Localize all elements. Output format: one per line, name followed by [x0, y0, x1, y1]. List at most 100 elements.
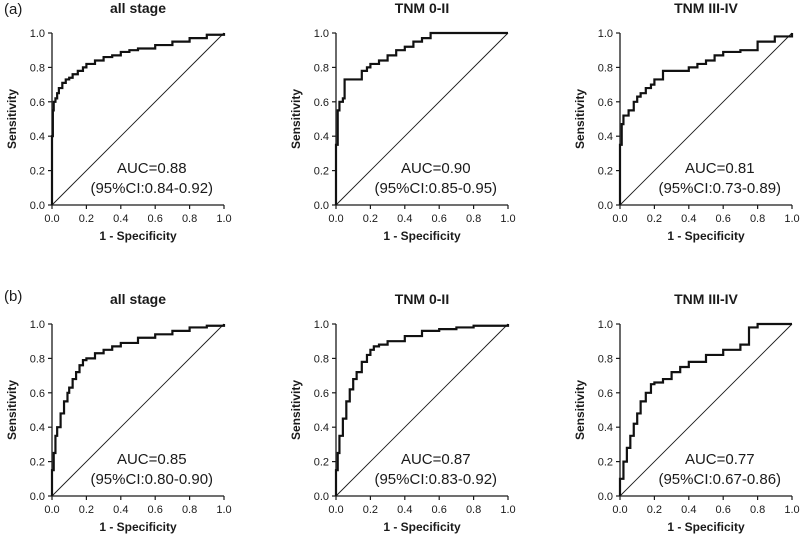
y-tick-label: 0.4	[598, 422, 613, 434]
y-tick-label: 0.6	[30, 97, 45, 109]
y-tick-label: 0.0	[30, 200, 45, 212]
ci-label: (95%CI:0.84-0.92)	[90, 180, 213, 197]
y-tick-label: 0.0	[598, 200, 613, 212]
x-tick-label: 0.6	[148, 213, 163, 225]
roc-chart-b-tnm-iii-iv: TNM III-IV 0.0 0.2 0.4 0.6 0.8 1.0 0.0 0.2 0.4 0.6…	[573, 291, 800, 534]
y-axis-label: Sensitivity	[289, 380, 303, 440]
y-tick-label: 0.8	[598, 62, 613, 74]
x-tick-label: 0.0	[44, 504, 59, 516]
chart-title: TNM 0-II	[395, 291, 449, 307]
x-tick-label: 0.6	[716, 213, 731, 225]
y-axis-label: Sensitivity	[5, 89, 19, 149]
y-tick-label: 0.8	[30, 62, 45, 74]
y-tick-label: 0.0	[314, 200, 329, 212]
x-tick-label: 0.2	[79, 213, 94, 225]
x-axis-label: 1 - Specificity	[99, 520, 177, 534]
y-tick-label: 1.0	[30, 319, 45, 331]
x-tick-label: 0.4	[113, 504, 128, 516]
roc-chart-a-tnm-0-ii: TNM 0-II 0.0 0.2 0.4 0.6 0.8 1.0 0.0 0.2 0.4 0.6 0.…	[289, 0, 516, 243]
y-tick-label: 1.0	[598, 28, 613, 40]
x-axis-label: 1 - Specificity	[383, 229, 461, 243]
y-tick-label: 0.8	[30, 353, 45, 365]
x-tick-label: 1.0	[784, 213, 799, 225]
x-tick-label: 0.8	[466, 213, 481, 225]
y-tick-label: 0.8	[314, 62, 329, 74]
ci-label: (95%CI:0.73-0.89)	[658, 180, 781, 197]
y-tick-label: 0.4	[314, 131, 329, 143]
y-tick-label: 0.8	[314, 353, 329, 365]
ci-label: (95%CI:0.80-0.90)	[90, 471, 213, 488]
x-tick-label: 0.6	[148, 504, 163, 516]
x-tick-label: 0.2	[647, 213, 662, 225]
x-tick-label: 0.4	[397, 504, 412, 516]
ci-label: (95%CI:0.83-0.92)	[374, 471, 497, 488]
x-tick-label: 0.2	[363, 504, 378, 516]
reference-diagonal	[335, 323, 509, 497]
y-tick-label: 0.0	[30, 491, 45, 503]
x-tick-label: 0.0	[328, 504, 343, 516]
y-axis-label: Sensitivity	[5, 380, 19, 440]
y-tick-label: 0.4	[314, 422, 329, 434]
y-tick-label: 0.0	[314, 491, 329, 503]
y-tick-label: 0.2	[598, 457, 613, 469]
x-axis-label: 1 - Specificity	[99, 229, 177, 243]
reference-diagonal	[619, 32, 793, 206]
y-tick-label: 0.6	[598, 97, 613, 109]
chart-title: TNM III-IV	[674, 0, 738, 16]
roc-chart-b-all-stage: all stage 0.0 0.2 0.4 0.6 0.8 1.0 0.0 0.2 0.4 0.6 0…	[5, 291, 232, 534]
panel-label-b: (b)	[4, 288, 23, 305]
x-tick-label: 0.4	[113, 213, 128, 225]
x-tick-label: 0.6	[432, 504, 447, 516]
y-tick-label: 1.0	[314, 319, 329, 331]
chart-title: TNM 0-II	[395, 0, 449, 16]
y-tick-label: 0.4	[30, 131, 45, 143]
roc-curve	[334, 324, 510, 496]
auc-label: AUC=0.90	[401, 160, 471, 177]
x-tick-label: 1.0	[784, 504, 799, 516]
y-tick-label: 0.2	[30, 457, 45, 469]
roc-curve	[618, 33, 794, 205]
y-axis-label: Sensitivity	[289, 89, 303, 149]
chart-title: all stage	[110, 291, 166, 307]
x-tick-label: 0.0	[44, 213, 59, 225]
y-tick-label: 1.0	[30, 28, 45, 40]
x-tick-label: 0.2	[363, 213, 378, 225]
x-tick-label: 1.0	[500, 504, 515, 516]
x-tick-label: 0.2	[79, 504, 94, 516]
y-tick-label: 0.2	[30, 166, 45, 178]
y-tick-label: 0.0	[598, 491, 613, 503]
ci-label: (95%CI:0.67-0.86)	[658, 471, 781, 488]
x-tick-label: 0.8	[182, 213, 197, 225]
roc-chart-a-tnm-iii-iv: TNM III-IV 0.0 0.2 0.4 0.6 0.8 1.0 0.0 0.2 0.4 0.6…	[573, 0, 800, 243]
x-tick-label: 0.0	[328, 213, 343, 225]
y-tick-label: 1.0	[314, 28, 329, 40]
auc-label: AUC=0.87	[401, 451, 471, 468]
x-tick-label: 0.4	[397, 213, 412, 225]
roc-chart-a-all-stage: all stage 0.0 0.2 0.4 0.6 0.8 1.0 0.0 0.2 0.4 0.6 0…	[5, 0, 232, 243]
x-tick-label: 0.8	[466, 504, 481, 516]
x-tick-label: 1.0	[216, 213, 231, 225]
reference-diagonal	[335, 32, 509, 206]
x-tick-label: 0.8	[182, 504, 197, 516]
chart-title: all stage	[110, 0, 166, 16]
x-tick-label: 1.0	[500, 213, 515, 225]
y-axis-label: Sensitivity	[573, 380, 587, 440]
auc-label: AUC=0.81	[685, 160, 755, 177]
x-tick-label: 0.4	[681, 213, 696, 225]
y-tick-label: 0.6	[314, 388, 329, 400]
y-tick-label: 0.2	[598, 166, 613, 178]
panel-label-a: (a)	[4, 1, 23, 18]
auc-label: AUC=0.77	[685, 451, 755, 468]
y-axis-label: Sensitivity	[573, 89, 587, 149]
roc-curve	[618, 322, 792, 496]
y-tick-label: 0.4	[30, 422, 45, 434]
roc-chart-b-tnm-0-ii: TNM 0-II 0.0 0.2 0.4 0.6 0.8 1.0 0.0 0.2 0.4 0.6 0.…	[289, 291, 516, 534]
x-tick-label: 0.0	[612, 213, 627, 225]
y-tick-label: 0.6	[30, 388, 45, 400]
reference-diagonal	[51, 323, 225, 497]
chart-title: TNM III-IV	[674, 291, 738, 307]
x-tick-label: 0.8	[750, 213, 765, 225]
roc-curve	[50, 324, 226, 496]
x-axis-label: 1 - Specificity	[667, 229, 745, 243]
reference-diagonal	[619, 323, 793, 497]
